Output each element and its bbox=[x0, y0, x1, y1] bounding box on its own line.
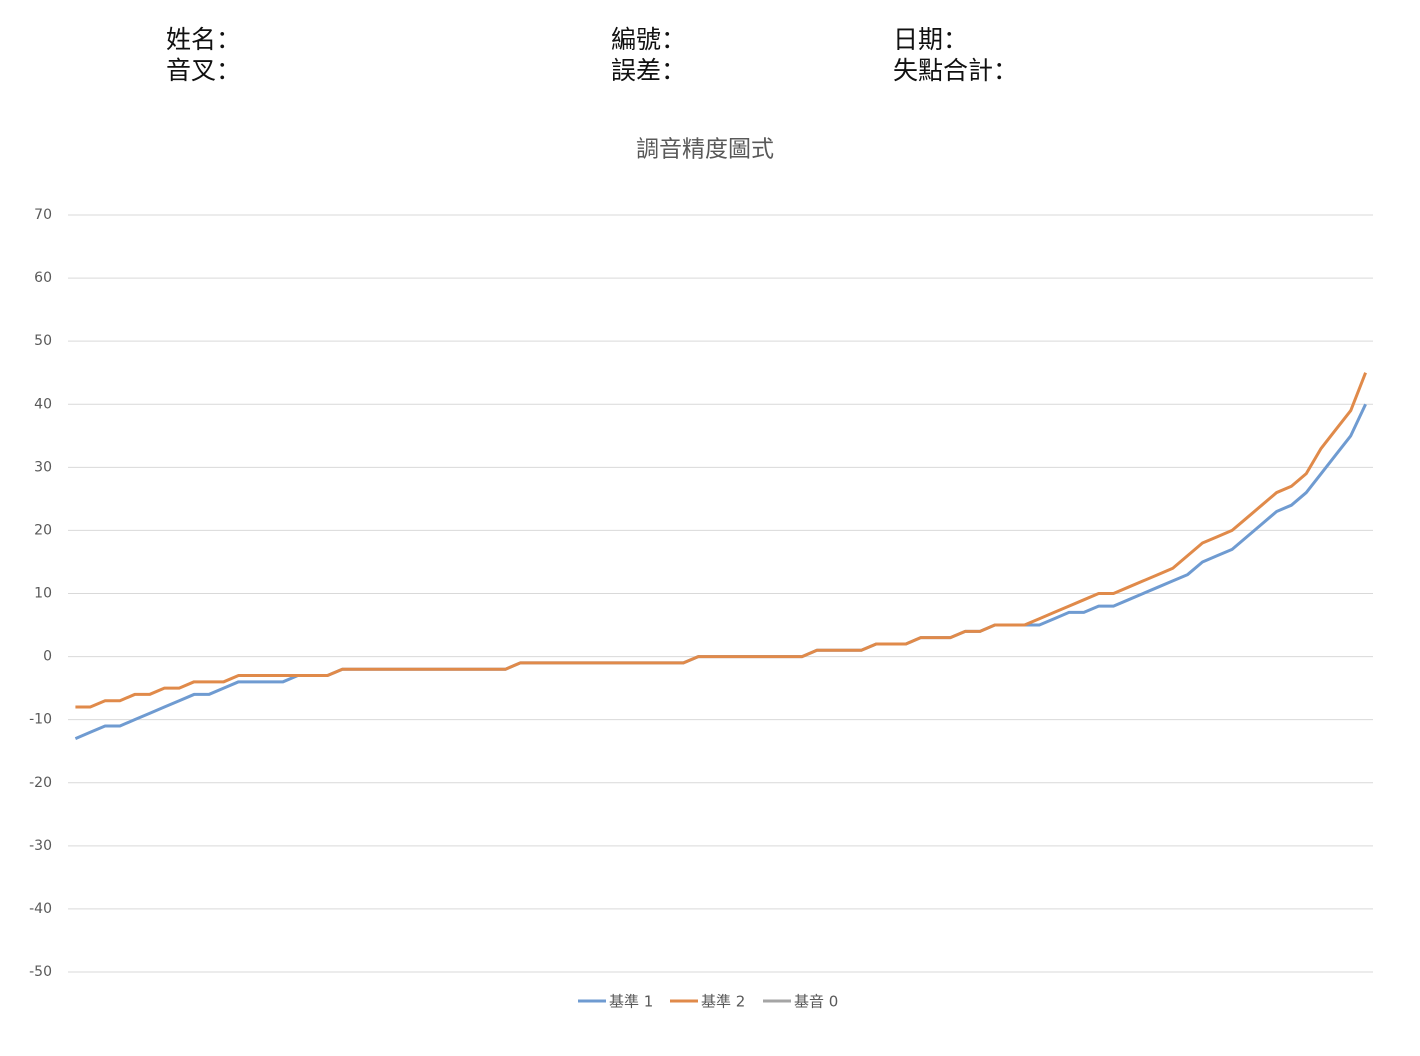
y-tick-label: -20 bbox=[29, 775, 52, 791]
y-tick-label: 60 bbox=[34, 270, 52, 286]
y-tick-label: 0 bbox=[43, 649, 52, 665]
y-tick-label: 40 bbox=[34, 396, 52, 412]
y-tick-label: 50 bbox=[34, 333, 52, 349]
form-label: 姓名： bbox=[166, 25, 242, 54]
y-tick-label: 10 bbox=[34, 586, 52, 602]
y-tick-label: 20 bbox=[34, 522, 52, 538]
series-line bbox=[75, 372, 1367, 709]
legend-label: 基音 0 bbox=[794, 993, 838, 1011]
form-label: 日期： bbox=[893, 25, 969, 54]
form-label: 編號： bbox=[611, 25, 687, 54]
y-tick-label: 30 bbox=[34, 459, 52, 475]
y-tick-label: -40 bbox=[29, 901, 52, 917]
legend-label: 基準 2 bbox=[701, 993, 745, 1011]
form-label: 失點合計： bbox=[893, 56, 1019, 85]
form-label: 音叉： bbox=[166, 56, 242, 85]
y-tick-label: -10 bbox=[29, 712, 52, 728]
y-tick-label: -50 bbox=[29, 964, 52, 980]
y-tick-label: 70 bbox=[34, 207, 52, 223]
y-tick-label: -30 bbox=[29, 838, 52, 854]
legend-label: 基準 1 bbox=[609, 993, 653, 1011]
chart-title: 調音精度圖式 bbox=[636, 137, 774, 163]
form-label: 誤差： bbox=[611, 56, 687, 85]
series-line bbox=[74, 403, 1367, 740]
